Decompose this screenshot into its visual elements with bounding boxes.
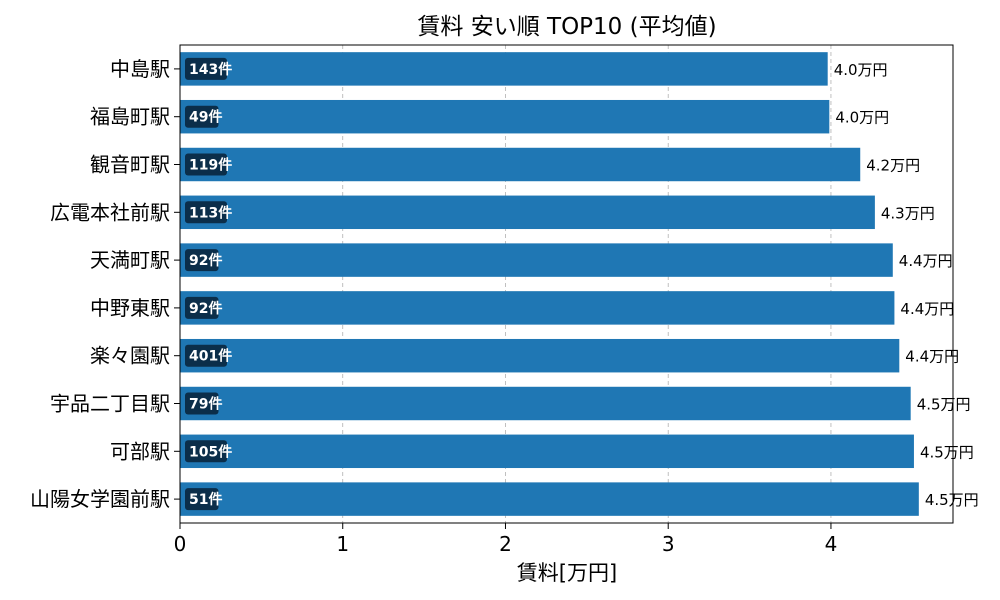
y-tick-label: 山陽女学園前駅 bbox=[30, 487, 170, 511]
y-tick-label: 宇品二丁目駅 bbox=[50, 392, 170, 416]
bar-value-label: 4.4万円 bbox=[899, 252, 953, 270]
y-tick-label: 天満町駅 bbox=[90, 248, 170, 272]
bar-value-label: 4.5万円 bbox=[920, 443, 974, 461]
y-tick-label: 観音町駅 bbox=[90, 153, 170, 177]
plot-frame bbox=[179, 44, 954, 524]
count-badge-label: 79件 bbox=[189, 396, 222, 413]
x-tick-label: 3 bbox=[662, 532, 675, 556]
bar bbox=[180, 52, 828, 86]
y-tick-label: 中島駅 bbox=[110, 57, 170, 81]
count-badge-label: 119件 bbox=[189, 157, 232, 174]
bar bbox=[180, 338, 900, 373]
x-tick-label: 2 bbox=[499, 532, 512, 556]
bar-value-label: 4.3万円 bbox=[881, 204, 935, 222]
x-tick-label: 4 bbox=[825, 532, 838, 556]
count-badge bbox=[185, 488, 219, 511]
bar-value-label: 4.4万円 bbox=[905, 348, 959, 366]
count-badge bbox=[185, 344, 227, 367]
count-badge bbox=[185, 392, 219, 415]
count-badge bbox=[185, 249, 219, 272]
x-tick-label: 0 bbox=[174, 532, 187, 556]
y-axis: 中島駅福島町駅観音町駅広電本社前駅天満町駅中野東駅楽々園駅宇品二丁目駅可部駅山陽… bbox=[30, 57, 180, 511]
count-badge-label: 92件 bbox=[189, 252, 222, 269]
bar bbox=[180, 195, 875, 230]
count-badge bbox=[185, 57, 227, 80]
bar-value-label: 4.2万円 bbox=[866, 157, 920, 175]
bar bbox=[180, 386, 911, 421]
x-axis-label: 賃料[万円] bbox=[517, 561, 617, 585]
bar-value-label: 4.0万円 bbox=[835, 109, 889, 127]
y-tick-label: 楽々園駅 bbox=[90, 344, 170, 368]
bar bbox=[180, 99, 830, 134]
count-badge-label: 92件 bbox=[189, 300, 222, 317]
x-tick-label: 1 bbox=[336, 532, 349, 556]
count-badge bbox=[185, 153, 227, 176]
count-badge-label: 49件 bbox=[189, 109, 222, 126]
count-badge-label: 401件 bbox=[189, 348, 232, 365]
bar-value-label: 4.5万円 bbox=[917, 396, 971, 414]
x-axis: 0 1 2 3 4 bbox=[174, 523, 838, 556]
bar bbox=[180, 243, 893, 277]
y-tick-label: 福島町駅 bbox=[90, 105, 170, 129]
count-badge-label: 51件 bbox=[189, 491, 222, 508]
y-tick-label: 中野東駅 bbox=[90, 296, 170, 320]
bar bbox=[180, 147, 861, 182]
bar-value-label: 4.5万円 bbox=[925, 491, 979, 509]
chart-title: 賃料 安い順 TOP10 (平均値) bbox=[417, 14, 716, 40]
bar bbox=[180, 291, 895, 325]
count-badge bbox=[185, 201, 227, 224]
bar-value-label: 4.4万円 bbox=[900, 300, 954, 318]
bars: 4.0万円 143件 4.0万円 49件 4.2万円 119件 4.3万円 113件 4.4万円… bbox=[180, 52, 979, 516]
bar-value-label: 4.0万円 bbox=[834, 61, 888, 79]
count-badge bbox=[185, 105, 219, 128]
count-badge bbox=[185, 440, 227, 463]
count-badge-label: 143件 bbox=[189, 61, 232, 78]
y-tick-label: 広電本社前駅 bbox=[50, 200, 170, 224]
count-badge-label: 105件 bbox=[189, 443, 232, 460]
count-badge-label: 113件 bbox=[189, 204, 232, 221]
count-badge bbox=[185, 296, 219, 319]
y-tick-label: 可部駅 bbox=[110, 439, 170, 463]
bar bbox=[180, 482, 919, 516]
bar bbox=[180, 434, 914, 469]
